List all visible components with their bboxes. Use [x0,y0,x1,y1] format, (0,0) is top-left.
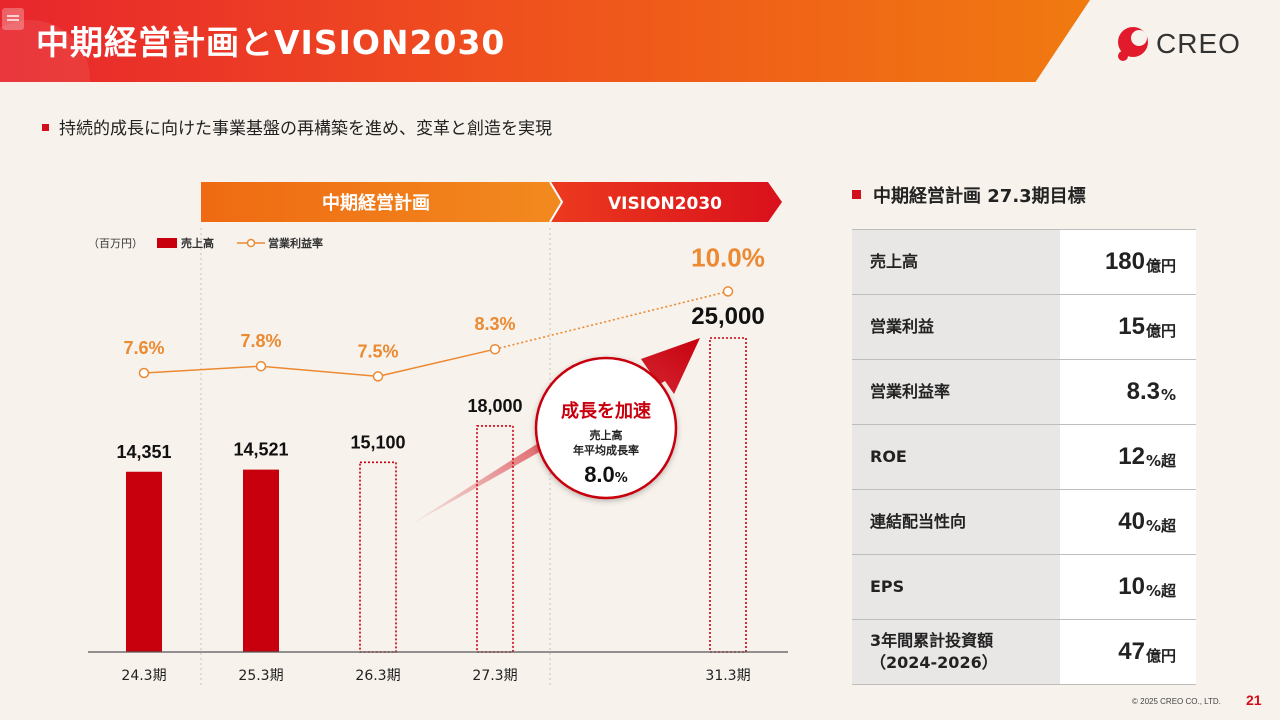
bar-value-label: 18,000 [467,396,522,416]
margin-value-label: 7.8% [240,331,281,351]
margin-value-label: 7.6% [123,338,164,358]
kpi-row: 売上高 180 億円 [852,230,1196,295]
kpi-title-text: 中期経営計画 27.3期目標 [873,186,1086,207]
kpi-value: 47 億円 [1060,620,1196,684]
margin-value-label: 7.5% [357,341,398,361]
kpi-unit: 億円 [1145,321,1176,340]
margin-point [138,367,150,379]
kpi-label: 売上高 [852,230,1060,294]
margin-value-label: 8.3% [474,314,515,334]
margin-point [255,360,267,372]
subtitle-text: 持続的成長に向けた事業基盤の再構築を進め、変革と創造を実現 [59,119,552,139]
kpi-unit: 億円 [1145,256,1176,275]
legend-line-marker [246,238,256,248]
kpi-value: 40 %超 [1060,490,1196,554]
kpi-number: 40 [1118,508,1145,535]
legend-label: 売上高 [181,236,214,250]
kpi-value: 12 %超 [1060,425,1196,489]
x-tick-label: 26.3期 [355,668,400,684]
margin-point [489,343,501,355]
kpi-row: 営業利益率 8.3% [852,360,1196,425]
kpi-value: 8.3% [1060,360,1196,424]
logo-text: CREO [1156,28,1241,59]
x-tick-label: 24.3期 [121,668,166,684]
kpi-number: 180 [1104,248,1145,275]
kpi-unit: %超 [1145,581,1176,600]
margin-line-actual [143,348,496,378]
callout-value-number: 8.0 [584,462,615,487]
kpi-row: ROE 12 %超 [852,425,1196,490]
callout-title: 成長を加速 [561,400,651,422]
kpi-number: 12 [1118,443,1145,470]
kpi-unit: % [1160,386,1176,404]
phase-banner-vision [550,182,782,222]
x-tick-label: 25.3期 [238,668,283,684]
sales-margin-chart: 中期経営計画 VISION2030 （百万円） 売上高 営業利益率 14,351 14,52… [88,181,788,685]
bullet-square-icon [852,190,861,199]
kpi-panel-title: 中期経営計画 27.3期目標 [852,182,1086,208]
logo-mark-icon [1118,27,1148,61]
phase-label: VISION2030 [608,194,722,214]
bar [126,471,162,652]
bar-value-label: 15,100 [350,432,405,452]
kpi-unit: %超 [1145,516,1176,535]
kpi-unit: 億円 [1145,646,1176,665]
legend-label: 営業利益率 [268,236,323,250]
callout-circle [534,356,678,500]
phase-divider [549,181,564,223]
phase-label: 中期経営計画 [322,192,430,214]
bar-plan [476,425,514,653]
kpi-label: 営業利益 [852,295,1060,359]
copyright: © 2025 CREO CO., LTD. [1132,697,1221,706]
kpi-value: 180 億円 [1060,230,1196,294]
comment-icon[interactable] [2,8,24,30]
kpi-label: 連結配当性向 [852,490,1060,554]
bar-value-label: 25,000 [691,303,764,330]
kpi-value: 10 %超 [1060,555,1196,619]
bar-plan [709,337,747,653]
page-title: 中期経営計画とVISION2030 [36,23,506,62]
company-logo: CREO [1114,24,1244,64]
kpi-number: 47 [1118,638,1145,665]
callout-value-unit: % [615,471,628,486]
phase-banner-midterm [201,182,562,222]
kpi-row: 連結配当性向 40 %超 [852,490,1196,555]
kpi-row: 営業利益 15 億円 [852,295,1196,360]
unit-label: （百万円） [88,237,143,250]
subtitle: 持続的成長に向けた事業基盤の再構築を進め、変革と創造を実現 [42,114,552,139]
bar [243,469,279,652]
margin-value-label: 10.0% [691,242,765,272]
kpi-unit: %超 [1145,451,1176,470]
kpi-label: ROE [852,425,1060,489]
callout-value: 8.0% [584,462,628,487]
growth-arrow [405,338,700,528]
callout-line: 年平均成長率 [573,443,639,457]
legend-bar-swatch [157,238,177,248]
margin-point [372,371,384,382]
kpi-table: 売上高 180 億円 営業利益 15 億円 営業利益率 8.3% ROE 12 %超 連結配当性向 40… [852,229,1196,685]
bar-value-label: 14,521 [233,440,288,460]
kpi-number: 15 [1118,313,1145,340]
kpi-label: 営業利益率 [852,360,1060,424]
kpi-row: 3年間累計投資額 （2024-2026） 47 億円 [852,620,1196,685]
bar-plan [359,461,397,653]
margin-point [722,286,734,297]
kpi-row: EPS 10 %超 [852,555,1196,620]
bullet-square-icon [42,124,49,131]
x-tick-label: 27.3期 [472,668,517,684]
kpi-label: 3年間累計投資額 （2024-2026） [852,620,1060,684]
kpi-number: 10 [1118,573,1145,600]
header-banner: 中期経営計画とVISION2030 [0,0,1090,82]
kpi-label: EPS [852,555,1060,619]
kpi-number: 8.3 [1126,378,1160,405]
x-tick-label: 31.3期 [705,668,750,684]
kpi-value: 15 億円 [1060,295,1196,359]
page-number: 21 [1246,692,1262,708]
bar-value-label: 14,351 [116,442,171,462]
callout-line: 売上高 [590,428,623,442]
